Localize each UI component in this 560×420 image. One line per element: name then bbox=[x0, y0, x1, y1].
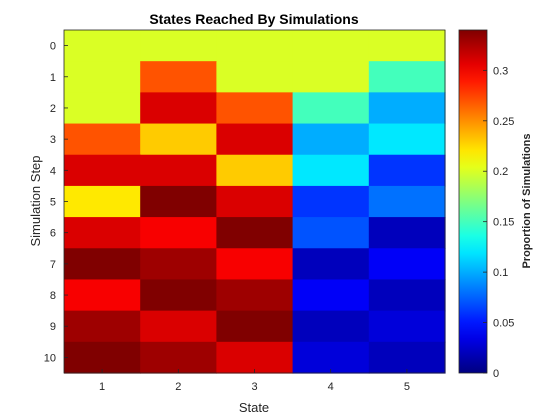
heatmap-cell bbox=[368, 185, 446, 218]
heatmap-cell bbox=[292, 123, 370, 156]
heatmap-cell bbox=[64, 279, 141, 312]
heatmap-cell bbox=[216, 30, 294, 62]
heatmap-cell bbox=[292, 92, 370, 125]
heatmap-cell bbox=[292, 341, 370, 374]
heatmap-cell bbox=[64, 154, 141, 187]
x-tick-label: 1 bbox=[99, 381, 105, 393]
heatmap-cell bbox=[64, 185, 141, 218]
heatmap-cell bbox=[216, 341, 294, 374]
heatmap-cell bbox=[216, 217, 294, 249]
heatmap-cell bbox=[292, 248, 370, 281]
heatmap-cell bbox=[292, 185, 370, 218]
heatmap-cell bbox=[368, 30, 446, 62]
heatmap-cell bbox=[292, 61, 370, 93]
heatmap-cell bbox=[368, 123, 446, 156]
heatmap-cell bbox=[216, 310, 294, 343]
heatmap-cell bbox=[140, 154, 217, 187]
heatmap-cell bbox=[292, 217, 370, 249]
heatmap-cell bbox=[292, 279, 370, 312]
heatmap-cell bbox=[140, 248, 217, 281]
heatmap-cell bbox=[64, 248, 141, 281]
y-tick-label: 1 bbox=[50, 72, 56, 84]
colorbar-tick-label: 0.15 bbox=[493, 217, 514, 229]
colorbar-label: Proportion of Simulations bbox=[521, 133, 533, 268]
heatmap-cell bbox=[368, 92, 446, 125]
heatmap-cell bbox=[292, 310, 370, 343]
heatmap-cell bbox=[64, 217, 141, 249]
heatmap-cell bbox=[292, 154, 370, 187]
heatmap-cell bbox=[64, 123, 141, 156]
heatmap-cell bbox=[140, 279, 217, 312]
colorbar-tick-label: 0.25 bbox=[493, 116, 514, 128]
heatmap-cell bbox=[140, 30, 217, 62]
y-tick-label: 3 bbox=[50, 134, 56, 146]
heatmap-cell bbox=[368, 341, 446, 374]
y-tick-label: 2 bbox=[50, 103, 56, 115]
y-tick-label: 10 bbox=[44, 352, 56, 364]
heatmap-cell bbox=[368, 217, 446, 249]
heatmap-cell bbox=[368, 248, 446, 281]
y-tick-label: 4 bbox=[50, 165, 56, 177]
heatmap-cell bbox=[140, 61, 217, 93]
y-axis-ticks: 0 1 2 3 4 5 6 7 8 9 10 bbox=[44, 41, 68, 364]
heatmap-cell bbox=[368, 154, 446, 187]
heatmap-cell bbox=[64, 61, 141, 93]
heatmap-cell bbox=[64, 92, 141, 125]
y-axis-label: Simulation Step bbox=[28, 155, 43, 246]
heatmap-cell bbox=[216, 279, 294, 312]
x-tick-label: 3 bbox=[251, 381, 257, 393]
heatmap-cell bbox=[216, 248, 294, 281]
x-tick-label: 4 bbox=[328, 381, 334, 393]
heatmap-cell bbox=[368, 61, 446, 93]
x-axis-ticks: 1 2 3 4 5 bbox=[99, 369, 410, 393]
heatmap-cell bbox=[368, 279, 446, 312]
heatmap-cell bbox=[64, 30, 141, 62]
heatmap-cell bbox=[216, 154, 294, 187]
colorbar bbox=[458, 29, 488, 374]
y-tick-label: 9 bbox=[50, 321, 56, 333]
y-tick-label: 7 bbox=[50, 259, 56, 271]
chart-title: States Reached By Simulations bbox=[149, 11, 359, 27]
heatmap-cell bbox=[216, 123, 294, 156]
colorbar-tick-label: 0.3 bbox=[493, 65, 508, 77]
heatmap-cell bbox=[292, 30, 370, 62]
heatmap-cell bbox=[140, 310, 217, 343]
colorbar-tick-label: 0.2 bbox=[493, 166, 508, 178]
heatmap-cell bbox=[140, 185, 217, 218]
heatmap-cell bbox=[216, 185, 294, 218]
colorbar-tick-label: 0 bbox=[493, 368, 499, 380]
heatmap-cell bbox=[140, 123, 217, 156]
colorbar-tick-label: 0.05 bbox=[493, 318, 514, 330]
heatmap-cell bbox=[140, 217, 217, 249]
heatmap-cell bbox=[216, 61, 294, 93]
colorbar-ticks: 0 0.05 0.1 0.15 0.2 0.25 0.3 bbox=[483, 65, 514, 380]
heatmap-cell bbox=[140, 341, 217, 374]
x-tick-label: 5 bbox=[404, 381, 410, 393]
x-tick-label: 2 bbox=[175, 381, 181, 393]
y-tick-label: 8 bbox=[50, 290, 56, 302]
y-tick-label: 5 bbox=[50, 197, 56, 209]
heatmap-cell bbox=[64, 310, 141, 343]
heatmap-cells bbox=[64, 30, 446, 374]
y-tick-label: 0 bbox=[50, 41, 56, 53]
heatmap-cell bbox=[64, 341, 141, 374]
heatmap-cell bbox=[368, 310, 446, 343]
heatmap-cell bbox=[140, 92, 217, 125]
y-tick-label: 6 bbox=[50, 228, 56, 240]
x-axis-label: State bbox=[239, 400, 269, 415]
heatmap-cell bbox=[216, 92, 294, 125]
colorbar-tick-label: 0.1 bbox=[493, 267, 508, 279]
